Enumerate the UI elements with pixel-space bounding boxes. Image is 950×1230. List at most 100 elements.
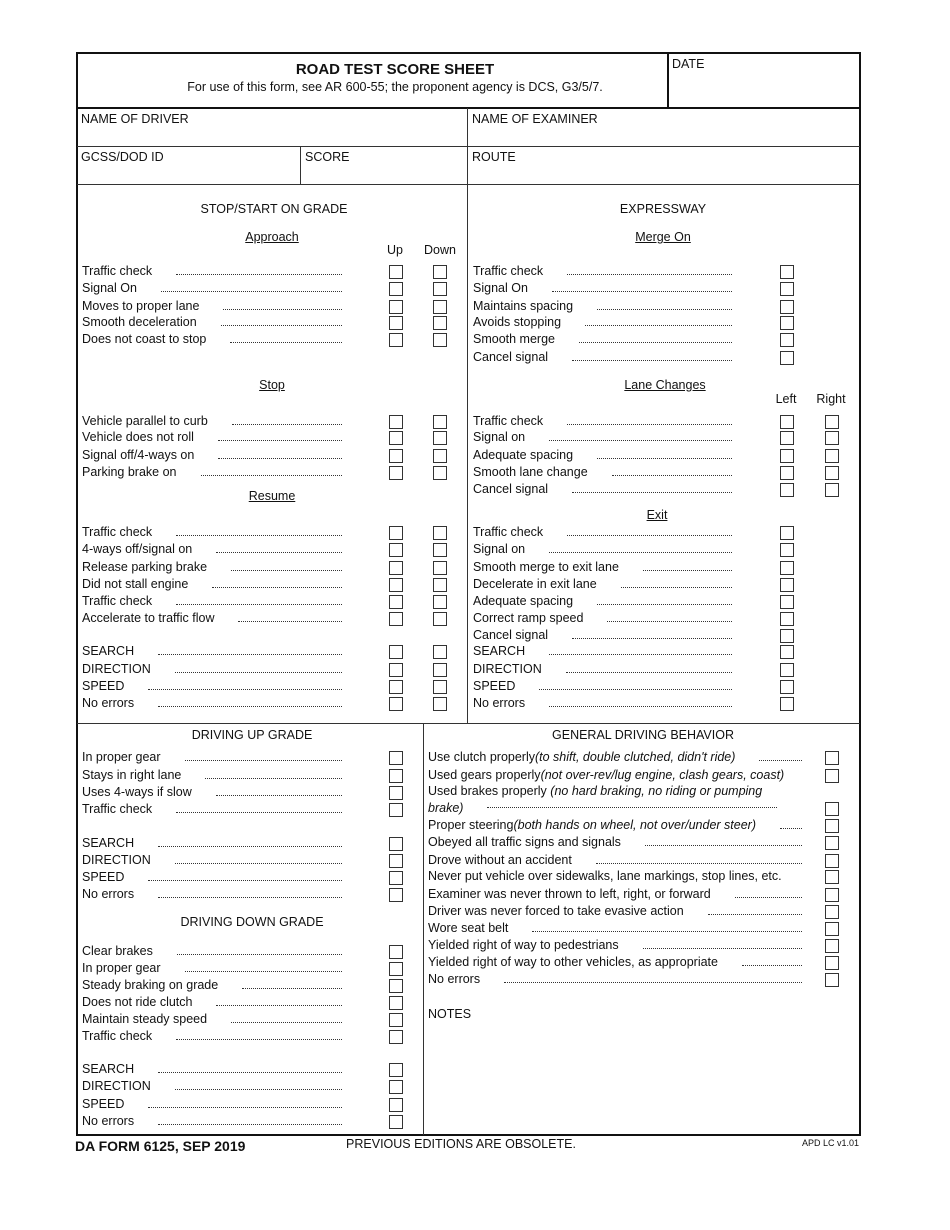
checkbox[interactable] (389, 1080, 403, 1094)
checkbox[interactable] (433, 543, 447, 557)
checkbox[interactable] (825, 888, 839, 902)
checkbox[interactable] (389, 265, 403, 279)
checkbox[interactable] (389, 578, 403, 592)
checkbox[interactable] (780, 629, 794, 643)
checkbox[interactable] (433, 561, 447, 575)
checkbox[interactable] (825, 973, 839, 987)
checkbox[interactable] (389, 431, 403, 445)
checkbox[interactable] (825, 431, 839, 445)
checkbox[interactable] (825, 922, 839, 936)
checkbox[interactable] (780, 612, 794, 626)
checkbox[interactable] (389, 561, 403, 575)
checkbox[interactable] (389, 595, 403, 609)
driver-name-field[interactable]: NAME OF DRIVER (81, 112, 189, 126)
gcss-dod-id-field[interactable]: GCSS/DOD ID (81, 150, 164, 164)
checkbox[interactable] (389, 663, 403, 677)
checkbox[interactable] (825, 802, 839, 816)
checkbox[interactable] (780, 449, 794, 463)
checkbox[interactable] (780, 333, 794, 347)
checkbox[interactable] (825, 836, 839, 850)
checkbox[interactable] (780, 680, 794, 694)
checkbox[interactable] (389, 300, 403, 314)
checkbox[interactable] (389, 697, 403, 711)
checkbox[interactable] (433, 415, 447, 429)
checkbox[interactable] (433, 680, 447, 694)
route-field[interactable]: ROUTE (472, 150, 516, 164)
checkbox[interactable] (389, 996, 403, 1010)
checkbox[interactable] (389, 526, 403, 540)
checkbox[interactable] (389, 962, 403, 976)
checkbox[interactable] (433, 578, 447, 592)
checkbox[interactable] (389, 979, 403, 993)
checkbox[interactable] (825, 415, 839, 429)
checkbox[interactable] (389, 333, 403, 347)
checkbox[interactable] (389, 837, 403, 851)
checkbox[interactable] (389, 888, 403, 902)
checkbox[interactable] (389, 680, 403, 694)
checkbox[interactable] (825, 769, 839, 783)
checkbox[interactable] (389, 449, 403, 463)
checkbox[interactable] (825, 854, 839, 868)
checkbox[interactable] (389, 316, 403, 330)
checkbox[interactable] (433, 449, 447, 463)
examiner-name-field[interactable]: NAME OF EXAMINER (472, 112, 598, 126)
date-field[interactable]: DATE (672, 57, 705, 71)
checkbox[interactable] (825, 870, 839, 884)
checkbox[interactable] (433, 265, 447, 279)
checkbox[interactable] (780, 578, 794, 592)
checkbox[interactable] (780, 351, 794, 365)
checkbox[interactable] (825, 449, 839, 463)
checkbox[interactable] (780, 543, 794, 557)
checkbox[interactable] (825, 483, 839, 497)
checkbox[interactable] (389, 543, 403, 557)
checkbox[interactable] (389, 786, 403, 800)
checkbox[interactable] (825, 819, 839, 833)
checkbox[interactable] (389, 1115, 403, 1129)
checkbox[interactable] (780, 265, 794, 279)
checkbox[interactable] (389, 282, 403, 296)
checkbox[interactable] (389, 645, 403, 659)
checkbox[interactable] (825, 466, 839, 480)
checkbox[interactable] (780, 561, 794, 575)
checkbox[interactable] (389, 1098, 403, 1112)
checkbox[interactable] (780, 595, 794, 609)
checkbox[interactable] (433, 645, 447, 659)
checkbox[interactable] (389, 1013, 403, 1027)
checkbox[interactable] (433, 282, 447, 296)
checkbox[interactable] (780, 431, 794, 445)
checkbox[interactable] (433, 595, 447, 609)
notes-field[interactable]: NOTES (428, 1007, 472, 1021)
checkbox[interactable] (389, 945, 403, 959)
checkbox[interactable] (780, 282, 794, 296)
checkbox[interactable] (433, 697, 447, 711)
checkbox[interactable] (780, 645, 794, 659)
checkbox[interactable] (780, 466, 794, 480)
checkbox[interactable] (389, 769, 403, 783)
checkbox[interactable] (389, 466, 403, 480)
checkbox[interactable] (780, 697, 794, 711)
checkbox[interactable] (389, 751, 403, 765)
checkbox[interactable] (825, 905, 839, 919)
checkbox[interactable] (389, 612, 403, 626)
checkbox[interactable] (433, 316, 447, 330)
checkbox[interactable] (433, 526, 447, 540)
checkbox[interactable] (780, 300, 794, 314)
checkbox[interactable] (433, 663, 447, 677)
checkbox[interactable] (389, 803, 403, 817)
checkbox[interactable] (433, 612, 447, 626)
checkbox[interactable] (389, 415, 403, 429)
checkbox[interactable] (780, 526, 794, 540)
checkbox[interactable] (389, 1063, 403, 1077)
checkbox[interactable] (389, 1030, 403, 1044)
checkbox[interactable] (433, 300, 447, 314)
checkbox[interactable] (389, 871, 403, 885)
score-field[interactable]: SCORE (305, 150, 350, 164)
checkbox[interactable] (389, 854, 403, 868)
checkbox[interactable] (433, 466, 447, 480)
checkbox[interactable] (780, 415, 794, 429)
checkbox[interactable] (433, 431, 447, 445)
checkbox[interactable] (825, 956, 839, 970)
checkbox[interactable] (780, 483, 794, 497)
checkbox[interactable] (780, 316, 794, 330)
checkbox[interactable] (825, 939, 839, 953)
